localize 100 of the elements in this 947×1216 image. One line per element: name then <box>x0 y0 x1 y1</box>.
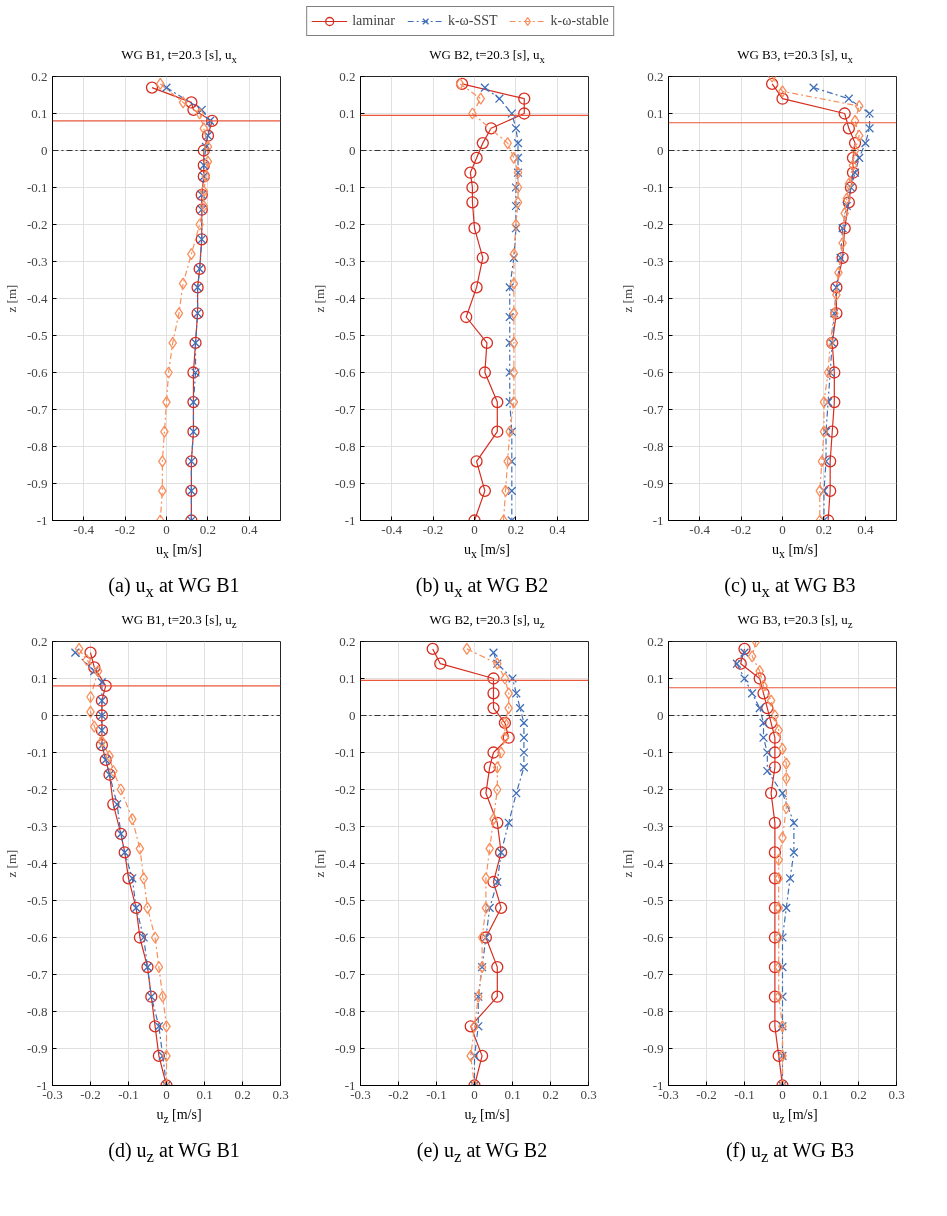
point <box>74 642 84 655</box>
y-tick-label: -0.5 <box>334 327 356 343</box>
point <box>426 642 439 655</box>
point <box>768 931 782 944</box>
y-tick-label: -1 <box>652 1077 664 1093</box>
y-tick-label: -0.3 <box>642 253 664 269</box>
x-tick-label: -0.1 <box>734 1086 755 1102</box>
point <box>502 731 515 744</box>
point <box>768 872 782 885</box>
point <box>757 687 770 700</box>
point <box>865 123 875 133</box>
point <box>766 694 776 707</box>
point <box>511 123 521 133</box>
point <box>755 664 765 678</box>
point <box>513 138 523 148</box>
y-tick-label: -0.9 <box>642 475 664 491</box>
y-tick-label: -1 <box>344 1077 356 1093</box>
point <box>781 903 791 913</box>
point <box>464 1020 477 1033</box>
y-tick-label: 0.2 <box>339 633 356 649</box>
x-tick-label: -0.1 <box>118 1086 139 1102</box>
point <box>139 872 149 885</box>
point <box>168 336 178 349</box>
point <box>174 306 184 320</box>
y-tick-label: -0.6 <box>26 364 48 380</box>
point <box>161 82 172 92</box>
point <box>150 931 160 944</box>
x-tick-label: 0 <box>471 1086 478 1102</box>
point <box>519 747 529 757</box>
point <box>187 103 200 116</box>
text: (e) u$_{z}$ at WG B2 <box>416 1137 548 1168</box>
point <box>768 816 782 829</box>
y-tick-label: -0.4 <box>26 290 48 306</box>
point <box>511 218 521 231</box>
point <box>127 812 137 826</box>
y-tick-label: -0.2 <box>334 216 356 232</box>
y-tick-label: -0.3 <box>642 818 664 834</box>
point <box>470 454 483 468</box>
point <box>848 158 858 172</box>
point <box>768 731 782 744</box>
y-tick-label: -0.8 <box>26 438 48 454</box>
point <box>154 960 164 974</box>
y-tick-label: -0.2 <box>26 781 48 797</box>
point <box>464 166 477 179</box>
point <box>504 701 514 715</box>
point <box>815 484 825 497</box>
y-tick-label: -0.1 <box>26 179 48 195</box>
y-tick-label: -0.2 <box>642 781 664 797</box>
point <box>846 166 860 179</box>
y-tick-label: -0.4 <box>334 290 356 306</box>
x-tick-label: 0.2 <box>815 521 833 537</box>
point <box>511 688 521 698</box>
point <box>507 673 518 683</box>
point <box>97 735 107 748</box>
point <box>753 672 766 685</box>
point <box>197 144 210 157</box>
point <box>513 195 523 209</box>
y-tick-label: -0.1 <box>26 744 48 760</box>
y-tick-label: -0.9 <box>334 1040 356 1056</box>
legend-label: k-ω-stable <box>550 13 609 29</box>
y-tick-label: 0.2 <box>31 633 48 649</box>
point <box>469 1051 480 1061</box>
point <box>509 247 519 260</box>
point <box>789 818 799 828</box>
y-tick-label: -0.2 <box>26 216 48 232</box>
y-tick-label: -0.5 <box>642 327 664 343</box>
point <box>481 872 491 885</box>
point <box>70 648 80 658</box>
point <box>747 688 757 698</box>
y-tick-label: -0.7 <box>26 401 48 417</box>
point <box>491 816 504 829</box>
point <box>154 1021 164 1031</box>
x-axis-title: u$_{z}$ [m/s] <box>772 1105 818 1127</box>
point <box>519 718 529 728</box>
x-axis-title: u$_{x}$ [m/s] <box>156 540 202 562</box>
point <box>774 990 784 1003</box>
x-tick-label: 0.1 <box>196 1086 213 1102</box>
point <box>487 672 500 685</box>
x-tick-label: -0.4 <box>73 521 95 537</box>
legend-label: laminar <box>352 13 395 29</box>
point <box>494 93 504 103</box>
point <box>455 77 465 90</box>
point <box>480 82 490 92</box>
point <box>470 280 483 294</box>
point <box>511 201 521 211</box>
point <box>116 783 126 796</box>
point <box>505 338 515 348</box>
point <box>500 731 510 744</box>
y-tick-label: 0.2 <box>647 68 664 84</box>
point <box>107 798 120 811</box>
point <box>777 932 788 942</box>
point <box>505 312 515 322</box>
point <box>762 766 772 776</box>
y-tick-label: -0.9 <box>642 1040 664 1056</box>
x-tick-label: 0.2 <box>234 1086 251 1102</box>
point <box>850 167 860 177</box>
y-tick-label: -0.7 <box>334 966 356 982</box>
point <box>509 306 519 320</box>
y-tick-label: -0.3 <box>334 253 356 269</box>
point <box>518 92 531 105</box>
